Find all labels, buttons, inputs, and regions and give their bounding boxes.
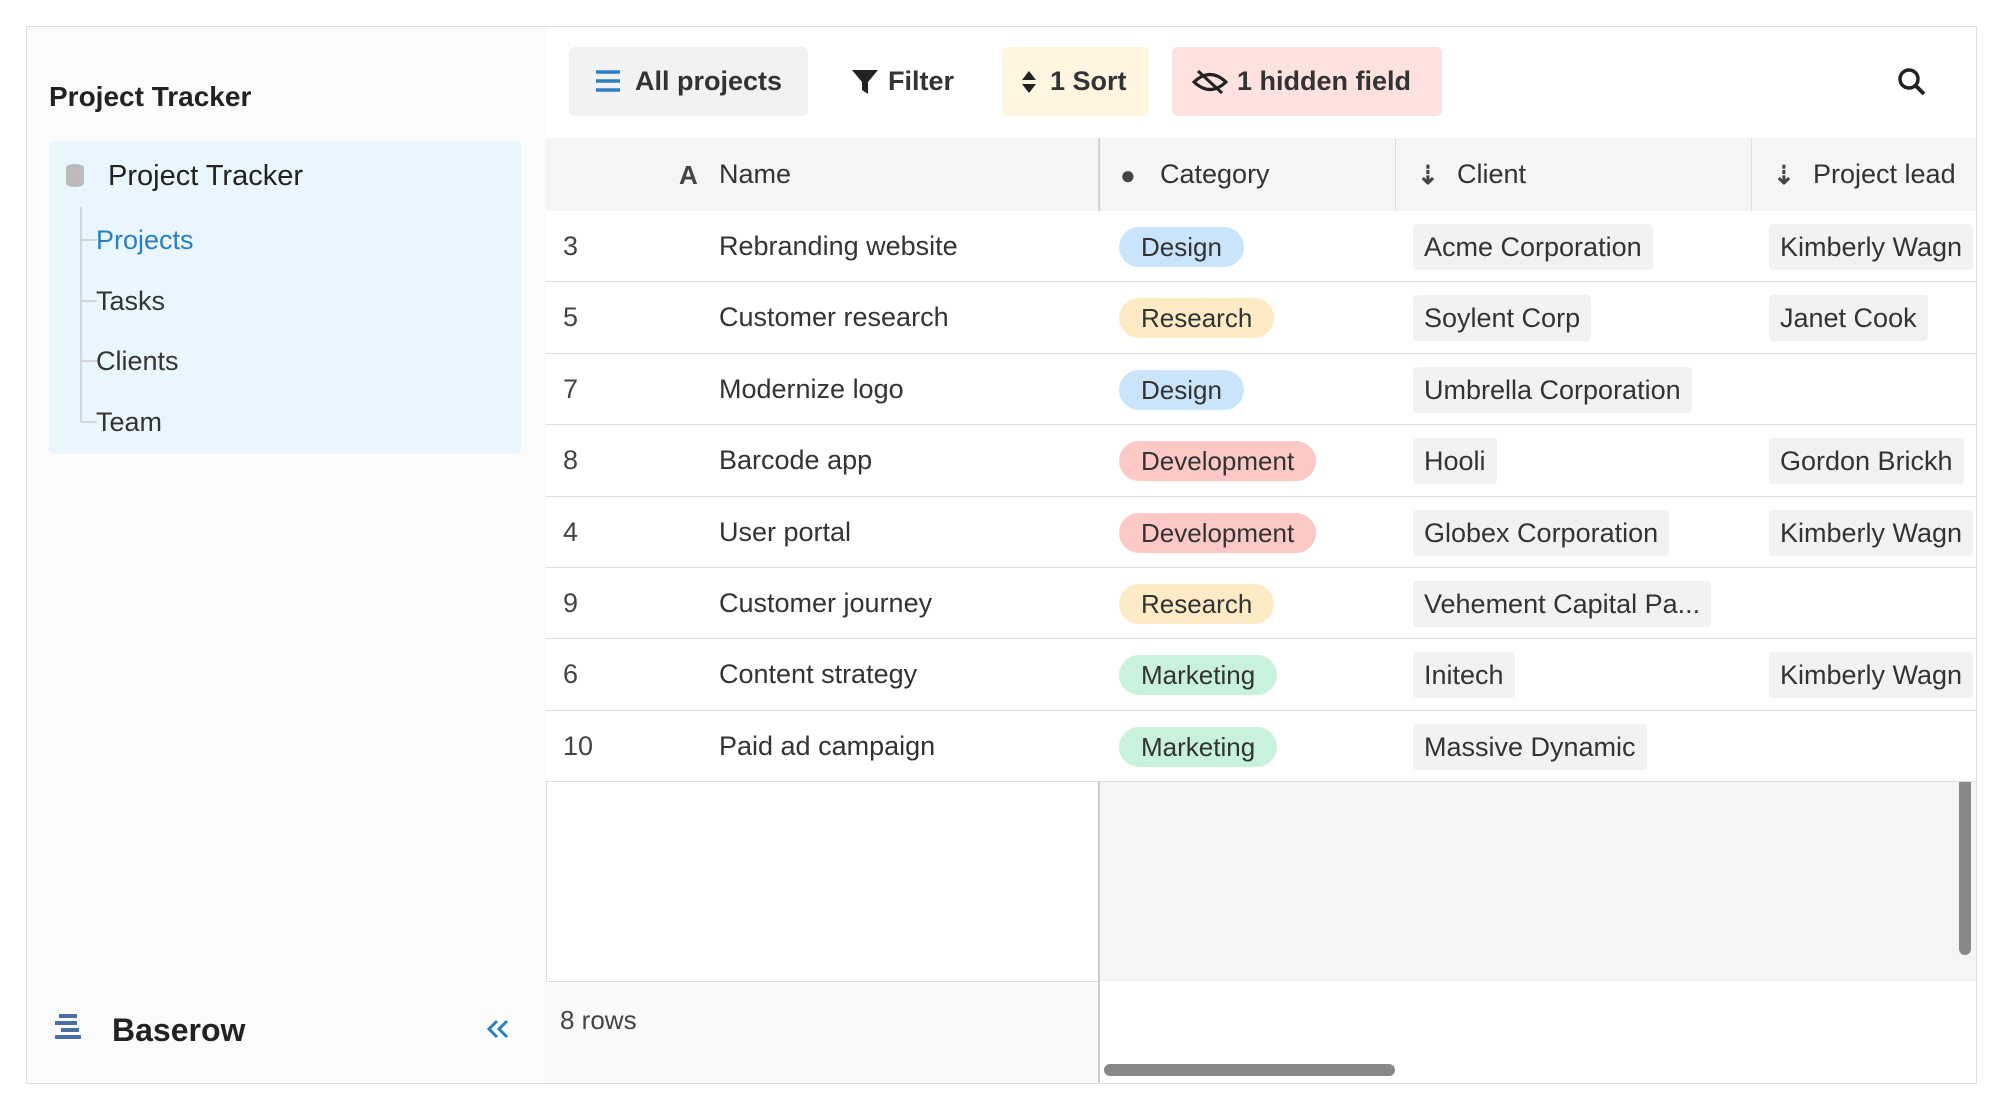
table-link[interactable]: Projects (96, 225, 194, 255)
cell-name: Content strategy (719, 659, 918, 690)
search-button[interactable] (1897, 67, 1927, 97)
cell-client: Acme Corporation (1413, 224, 1653, 270)
cell-name: Barcode app (719, 445, 873, 476)
app-window: Project Tracker Project Tracker Baserow … (26, 26, 1977, 1084)
cell-client: Vehement Capital Pa... (1413, 581, 1712, 627)
cell-name: Rebranding website (719, 231, 958, 261)
hidden-icon (1192, 69, 1228, 95)
row-id: 7 (563, 373, 579, 404)
cell-lead: Janet Cook (1769, 295, 1928, 342)
row-id: 9 (563, 588, 579, 618)
row-id: 4 (563, 516, 579, 547)
cell-client: Hooli (1413, 438, 1497, 485)
database-icon (66, 164, 84, 187)
filter-icon (852, 70, 878, 94)
row-id: 10 (563, 730, 594, 761)
cell-name: User portal (719, 516, 852, 547)
sort-icon (1022, 71, 1036, 93)
cell-name: Customer research (719, 302, 949, 333)
cell-name: Modernize logo (719, 373, 904, 404)
row-id: 3 (563, 231, 579, 261)
cell-client: Globex Corporation (1413, 509, 1670, 556)
category-pill: Design (1119, 369, 1244, 410)
table-link[interactable]: Tasks (96, 285, 166, 316)
column-header[interactable]: Name (719, 159, 792, 189)
table-row[interactable] (546, 211, 1976, 283)
column-icon: ⇣ (1417, 160, 1439, 190)
table-link[interactable]: Clients (96, 346, 179, 376)
tree-lines (80, 207, 97, 423)
view-label[interactable]: All projects (635, 66, 783, 96)
category-pill: Design (1119, 227, 1244, 267)
row-count: 8 rows (560, 1005, 637, 1035)
cell-lead: Gordon Brickh (1769, 438, 1964, 485)
table-row[interactable] (546, 353, 1976, 426)
category-pill: Research (1119, 584, 1275, 624)
sort-button-bg[interactable] (1002, 47, 1149, 116)
hidden-button-bg[interactable] (1172, 47, 1442, 116)
cell-name: Customer journey (719, 588, 933, 618)
table-row[interactable] (546, 639, 1976, 711)
category-pill: Development (1119, 512, 1317, 553)
category-pill: Marketing (1119, 655, 1278, 696)
row-id: 6 (563, 659, 579, 690)
cell-lead: Kimberly Wagn (1769, 224, 1974, 270)
database-group (49, 141, 521, 454)
baserow-logo (55, 1014, 81, 1039)
cell-client: Massive Dynamic (1413, 723, 1647, 770)
row-id: 8 (563, 445, 579, 476)
cell-name: Paid ad campaign (719, 730, 936, 761)
cell-lead: Kimberly Wagn (1769, 652, 1974, 699)
table-link[interactable]: Team (96, 406, 163, 437)
cell-client: Umbrella Corporation (1413, 366, 1692, 413)
column-icon: A (679, 160, 698, 190)
category-pill: Marketing (1119, 726, 1278, 767)
column-header[interactable]: Category (1160, 159, 1270, 189)
sidebar-title: Project Tracker (49, 81, 252, 112)
sort-button[interactable]: 1 Sort (1050, 66, 1127, 96)
category-pill: Development (1119, 441, 1317, 482)
brand-name: Baserow (112, 1012, 246, 1048)
cell-client: Soylent Corp (1413, 295, 1592, 342)
row-id: 5 (563, 302, 579, 333)
filter-button[interactable]: Filter (888, 66, 955, 96)
hidden-button[interactable]: 1 hidden field (1237, 66, 1412, 96)
database-name[interactable]: Project Tracker (108, 160, 303, 192)
column-header[interactable]: Project lead (1813, 159, 1956, 189)
column-icon: ● (1120, 160, 1136, 190)
column-icon: ⇣ (1773, 160, 1795, 190)
column-header[interactable]: Client (1457, 159, 1527, 189)
cell-client: Initech (1413, 652, 1515, 699)
cell-lead: Kimberly Wagn (1769, 509, 1974, 556)
collapse-button[interactable] (485, 1018, 511, 1040)
category-pill: Research (1119, 298, 1275, 339)
view-icon (596, 70, 620, 92)
horizontal-scrollbar[interactable] (1104, 1064, 1395, 1076)
